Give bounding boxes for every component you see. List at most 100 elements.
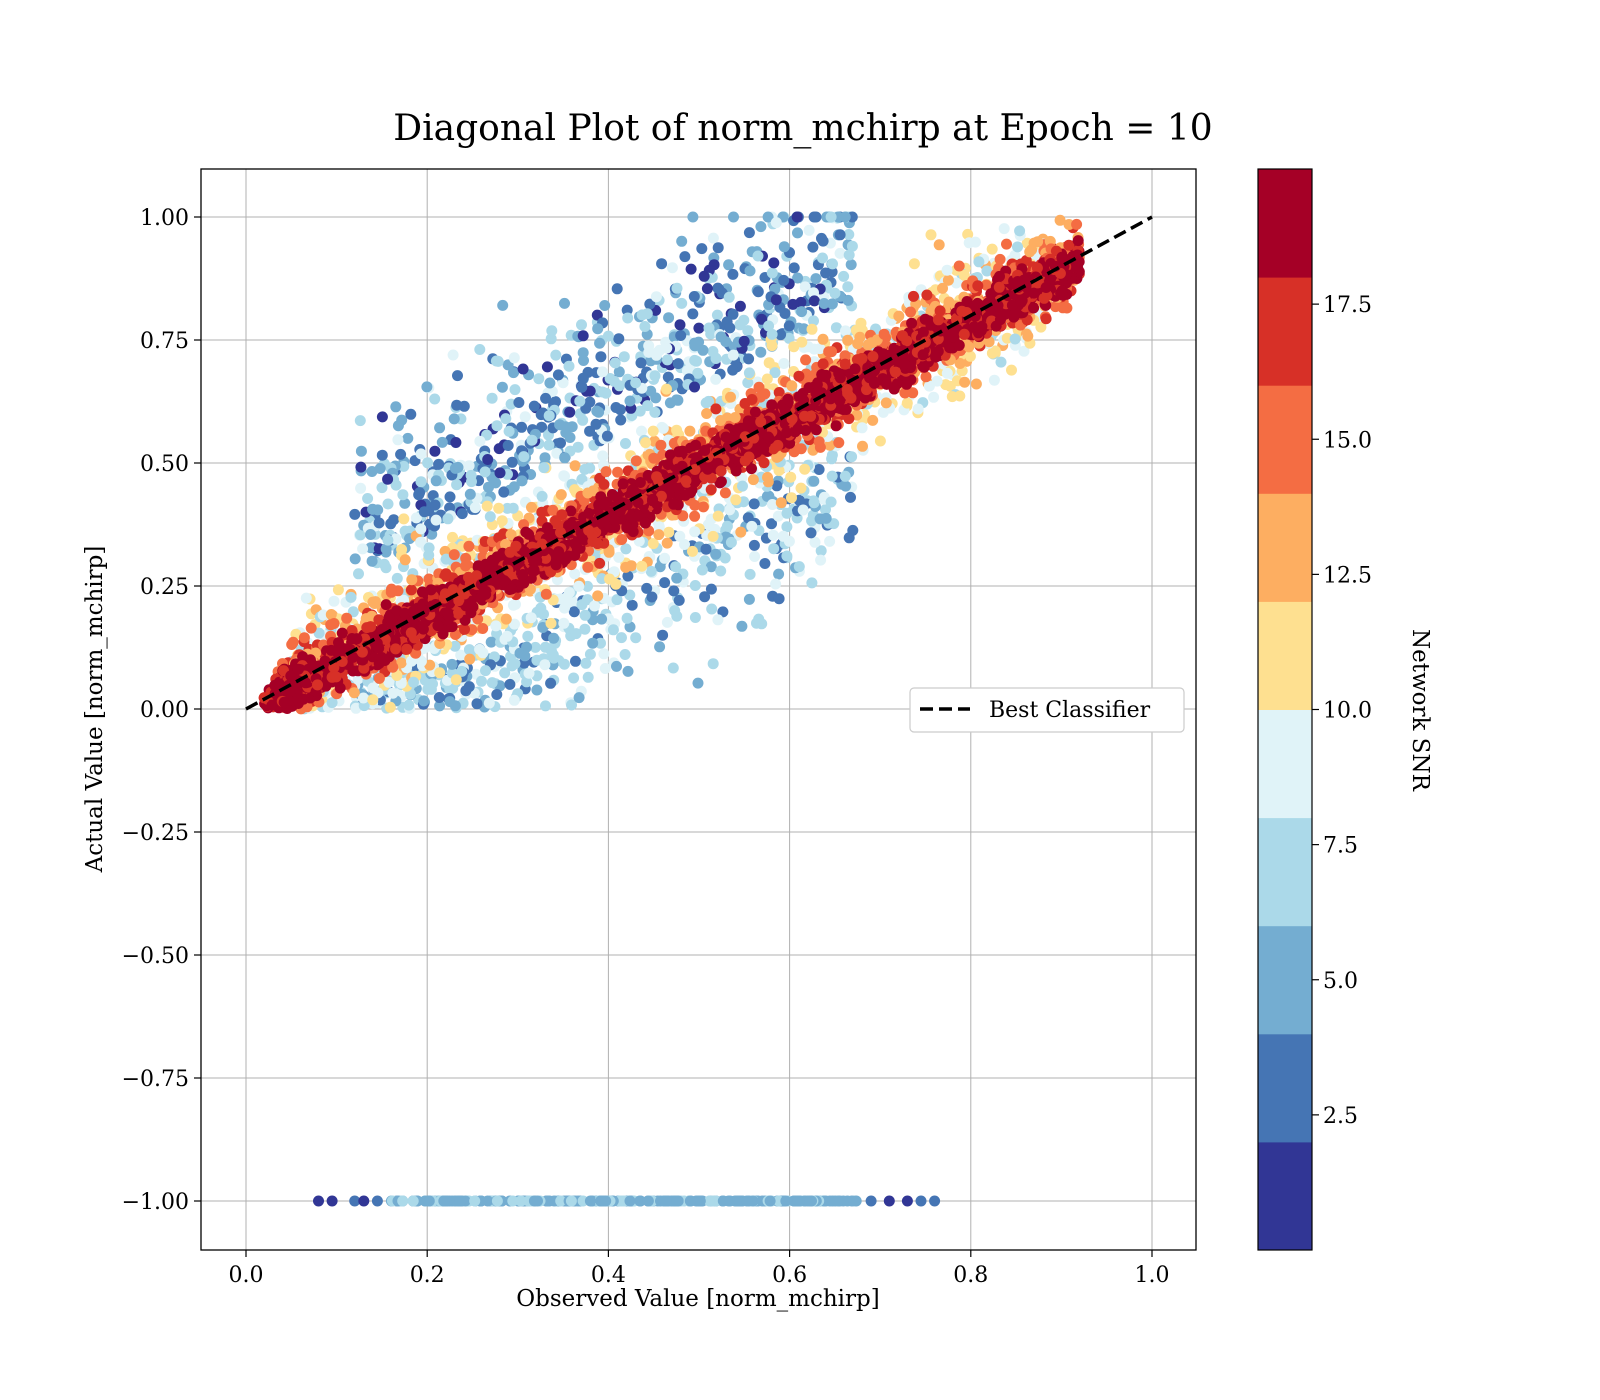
scatter-point — [1012, 241, 1023, 253]
scatter-point — [817, 235, 829, 247]
scatter-point — [589, 600, 600, 612]
scatter-point — [994, 253, 1006, 265]
scatter-point — [921, 289, 933, 301]
scatter-point — [656, 258, 668, 270]
scatter-point — [700, 543, 712, 555]
scatter-point — [550, 349, 562, 361]
scatter-point — [874, 435, 886, 447]
scatter-point — [749, 551, 761, 562]
scatter-point — [661, 383, 672, 395]
scatter-point — [661, 354, 673, 366]
scatter-point — [742, 325, 754, 337]
scatter-point — [577, 330, 589, 342]
scatter-point — [833, 437, 845, 449]
scatter-point — [452, 461, 464, 473]
scatter-point — [405, 584, 417, 596]
scatter-point — [592, 590, 604, 602]
scatter-point — [719, 487, 731, 499]
scatter-point — [584, 385, 596, 397]
scatter-point — [600, 466, 612, 478]
scatter-point — [300, 592, 312, 604]
scatter-point — [1040, 313, 1052, 325]
scatter-point — [354, 529, 366, 541]
scatter-point — [791, 211, 803, 223]
scatter-point — [436, 436, 448, 448]
scatter-point — [447, 531, 458, 543]
scatter-point — [893, 310, 905, 322]
scatter-point — [502, 359, 514, 371]
scatter-point — [576, 381, 588, 393]
scatter-point — [491, 689, 503, 700]
scatter-point — [613, 551, 625, 563]
scatter-point — [618, 351, 630, 363]
scatter-point — [663, 526, 675, 538]
scatter-point — [759, 558, 771, 569]
scatter-point — [555, 437, 566, 449]
scatter-point — [465, 469, 477, 481]
scatter-point — [743, 353, 755, 365]
scatter-point — [576, 319, 587, 331]
scatter-point — [692, 677, 704, 689]
scatter-point — [773, 568, 785, 580]
scatter-point — [649, 370, 661, 382]
scatter-point — [756, 313, 768, 325]
scatter-point — [725, 391, 736, 403]
scatter-point — [693, 322, 705, 334]
scatter-point — [846, 240, 858, 252]
scatter-point — [793, 561, 805, 573]
scatter-point — [742, 377, 754, 389]
scatter-point — [595, 637, 606, 649]
scatter-point — [908, 258, 920, 270]
scatter-point — [579, 623, 591, 635]
scatter-point — [829, 287, 841, 299]
scatter-point — [647, 425, 659, 437]
scatter-point — [941, 264, 953, 276]
scatter-point — [504, 678, 516, 690]
scatter-point — [450, 437, 462, 448]
scatter-point — [382, 473, 394, 485]
scatter-point — [795, 482, 807, 494]
scatter-point — [696, 243, 708, 255]
scatter-point — [995, 356, 1007, 368]
scatter-point — [584, 425, 596, 437]
scatter-point — [591, 405, 603, 417]
scatter-point — [687, 211, 699, 223]
scatter-point — [712, 510, 724, 522]
scatter-points — [258, 211, 1085, 1207]
scatter-point — [710, 373, 722, 385]
scatter-point — [451, 399, 463, 411]
scatter-point — [701, 283, 713, 295]
scatter-point — [509, 384, 521, 396]
scatter-point — [484, 511, 496, 523]
scatter-point — [705, 561, 717, 573]
scatter-point — [425, 683, 437, 695]
scatter-point — [1014, 225, 1026, 237]
scatter-point — [611, 283, 623, 295]
scatter-point — [540, 392, 552, 404]
scatter-point — [613, 366, 625, 378]
scatter-point — [661, 616, 673, 628]
scatter-point — [826, 453, 838, 465]
scatter-point — [533, 373, 545, 385]
scatter-point — [509, 618, 520, 630]
scatter-point — [717, 606, 729, 618]
scatter-point — [384, 701, 396, 713]
chart-title: Diagonal Plot of norm_mchirp at Epoch = … — [393, 108, 1212, 149]
scatter-point — [482, 454, 494, 465]
scatter-point — [857, 440, 868, 452]
scatter-point — [599, 300, 611, 311]
scatter-point — [657, 629, 669, 641]
scatter-point — [582, 561, 594, 573]
scatter-point — [766, 340, 778, 352]
scatter-point — [707, 232, 719, 244]
scatter-point — [724, 504, 736, 516]
scatter-point — [608, 375, 620, 387]
scatter-point — [483, 481, 494, 493]
scatter-point — [671, 572, 683, 584]
scatter-point — [689, 526, 701, 538]
scatter-point — [689, 510, 701, 522]
scatter-point — [777, 530, 789, 542]
scatter-point — [963, 237, 975, 249]
scatter-point — [410, 512, 422, 524]
scatter-point — [778, 241, 790, 253]
